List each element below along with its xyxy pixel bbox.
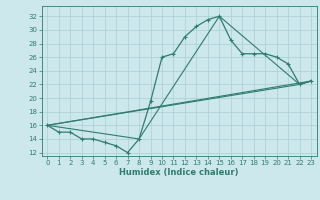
X-axis label: Humidex (Indice chaleur): Humidex (Indice chaleur)	[119, 168, 239, 177]
